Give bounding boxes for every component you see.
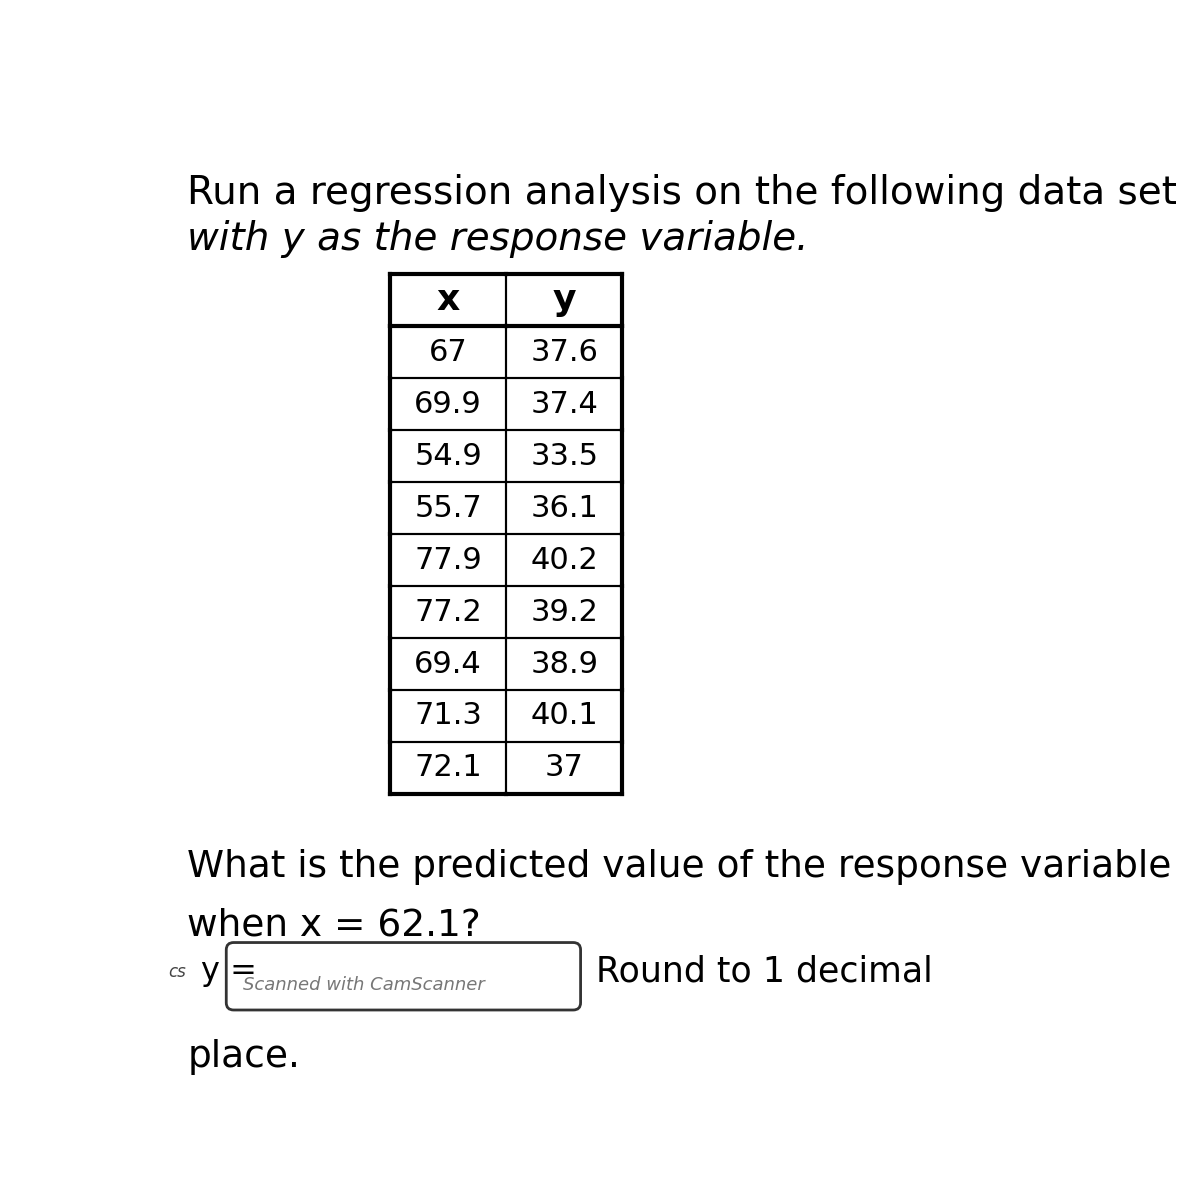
Text: 40.1: 40.1: [530, 701, 598, 731]
Bar: [506, 742, 623, 794]
Text: 37.6: 37.6: [530, 337, 599, 367]
Text: 39.2: 39.2: [530, 598, 599, 626]
Text: 71.3: 71.3: [414, 701, 482, 731]
Bar: [506, 378, 623, 430]
Text: 37: 37: [545, 753, 583, 783]
Bar: [390, 638, 506, 690]
Text: place.: place.: [187, 1040, 300, 1075]
Text: What is the predicted value of the response variable: What is the predicted value of the respo…: [187, 849, 1171, 884]
Bar: [506, 534, 623, 586]
Text: 55.7: 55.7: [414, 494, 482, 522]
Bar: [390, 534, 506, 586]
Text: 37.4: 37.4: [530, 390, 599, 419]
Text: 69.4: 69.4: [414, 650, 482, 678]
Bar: [506, 586, 623, 638]
Bar: [506, 482, 623, 534]
Bar: [390, 430, 506, 482]
Bar: [390, 327, 506, 378]
Bar: [506, 430, 623, 482]
Text: 40.2: 40.2: [530, 546, 598, 574]
Bar: [390, 378, 506, 430]
Text: 38.9: 38.9: [530, 650, 599, 678]
Text: 69.9: 69.9: [414, 390, 482, 419]
Bar: [390, 690, 506, 742]
Text: Run a regression analysis on the following data set: Run a regression analysis on the followi…: [187, 174, 1177, 212]
Text: x: x: [437, 283, 460, 317]
Bar: [390, 275, 506, 327]
Text: 77.9: 77.9: [414, 546, 482, 574]
Text: with y as the response variable.: with y as the response variable.: [187, 219, 809, 258]
FancyBboxPatch shape: [227, 942, 581, 1010]
Bar: [506, 327, 623, 378]
Text: cs: cs: [168, 963, 186, 980]
Bar: [390, 586, 506, 638]
Text: when x = 62.1?: when x = 62.1?: [187, 908, 481, 944]
Text: 67: 67: [428, 337, 468, 367]
Text: 72.1: 72.1: [414, 753, 482, 783]
Text: 77.2: 77.2: [414, 598, 482, 626]
Bar: [506, 275, 623, 327]
Bar: [390, 482, 506, 534]
Text: 54.9: 54.9: [414, 442, 482, 471]
Text: 33.5: 33.5: [530, 442, 599, 471]
Text: Round to 1 decimal: Round to 1 decimal: [596, 954, 934, 989]
Text: 36.1: 36.1: [530, 494, 599, 522]
Bar: [506, 690, 623, 742]
Text: Scanned with CamScanner: Scanned with CamScanner: [242, 976, 485, 993]
Bar: [506, 638, 623, 690]
Text: y: y: [552, 283, 576, 317]
Bar: [390, 742, 506, 794]
Text: y =: y =: [202, 957, 257, 987]
